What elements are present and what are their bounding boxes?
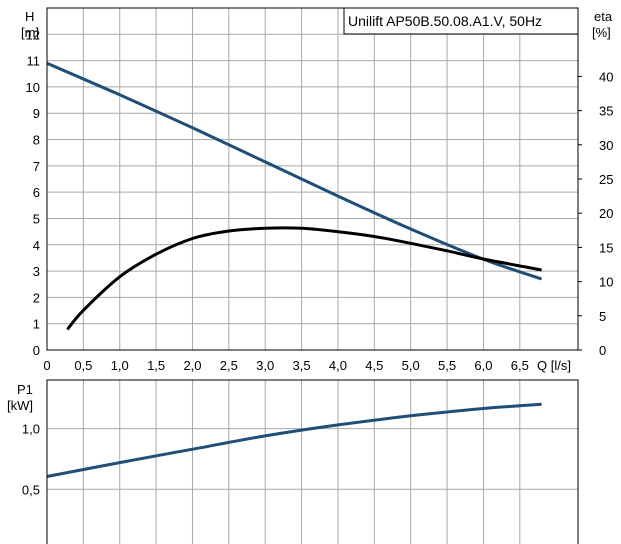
top-chart-grid: [46, 8, 578, 351]
y-tick-label-left: 7: [33, 159, 40, 174]
y-tick-label-left: 8: [33, 133, 40, 148]
y-tick-label-left: 1: [33, 317, 40, 332]
x-axis-label: Q [l/s]: [537, 358, 571, 373]
x-tick-label: 3,0: [256, 358, 274, 373]
x-tick-label: 1,5: [147, 358, 165, 373]
bottom-chart-frame: [46, 379, 579, 544]
x-tick-label: 4,5: [365, 358, 383, 373]
y-tick-label-right: 10: [599, 275, 613, 290]
y-tick-label-right: 20: [599, 206, 613, 221]
y-tick-label-left: 4: [33, 238, 40, 253]
y-tick-label-left: 10: [26, 80, 40, 95]
x-tick-label: 1,0: [111, 358, 129, 373]
y-tick-label-right: 15: [599, 240, 613, 255]
bottom-chart-series: [46, 402, 542, 478]
efficiency-curve: [66, 226, 542, 331]
y-tick-label-right: 0: [599, 343, 606, 358]
x-tick-label: 6,5: [511, 358, 529, 373]
x-tick-label: 2,0: [183, 358, 201, 373]
y-tick-label-left: 3: [33, 264, 40, 279]
y-tick-label-right: 30: [599, 138, 613, 153]
y-tick-label-left: 9: [33, 106, 40, 121]
y-tick-label-right: 25: [599, 172, 613, 187]
power-axis-label-unit: [kW]: [7, 398, 33, 413]
tick-labels: 0 0,5 1,0 1,5 2,0 2,5 3,0 3,5 4,0 4,5 5,0 5,5 6,0 6,5…: [22, 27, 614, 544]
x-tick-label: 0: [43, 358, 50, 373]
y-tick-label-left: 11: [27, 54, 41, 69]
chart-title: Unilift AP50B.50.08.A1.V, 50Hz: [348, 13, 542, 29]
top-chart-series: [46, 61, 543, 331]
y-tick-label-left: 0: [33, 343, 40, 358]
y-axis-label-left-unit: [m]: [21, 25, 39, 40]
y-tick-label-left: 2: [33, 290, 40, 305]
x-tick-label: 6,0: [474, 358, 492, 373]
y-tick-label-right: 35: [599, 104, 613, 119]
power-tick-label: 0,5: [22, 482, 40, 497]
x-tick-label: 5,5: [438, 358, 456, 373]
y-tick-label-right: 5: [599, 309, 606, 324]
bottom-chart-grid: [46, 380, 578, 544]
power-tick-label: 1,0: [22, 422, 40, 437]
y-axis-label-right-eta: eta: [594, 9, 613, 24]
x-tick-label: 0,5: [74, 358, 92, 373]
y-tick-label-left: 5: [33, 211, 40, 226]
y-tick-label-right: 40: [599, 69, 613, 84]
power-curve: [46, 402, 542, 478]
y-axis-label-left-h: H: [25, 9, 34, 24]
x-tick-label: 5,0: [402, 358, 420, 373]
head-curve: [46, 61, 543, 281]
power-axis-label-p1: P1: [17, 382, 33, 397]
x-tick-label: 2,5: [220, 358, 238, 373]
chart-title-box: [343, 7, 579, 35]
x-tick-label: 4,0: [329, 358, 347, 373]
y-axis-label-right-unit: [%]: [592, 25, 611, 40]
y-tick-label-left: 12: [26, 27, 40, 42]
top-chart-frame: [46, 7, 579, 351]
y-tick-label-left: 6: [33, 185, 40, 200]
x-tick-label: 3,5: [293, 358, 311, 373]
